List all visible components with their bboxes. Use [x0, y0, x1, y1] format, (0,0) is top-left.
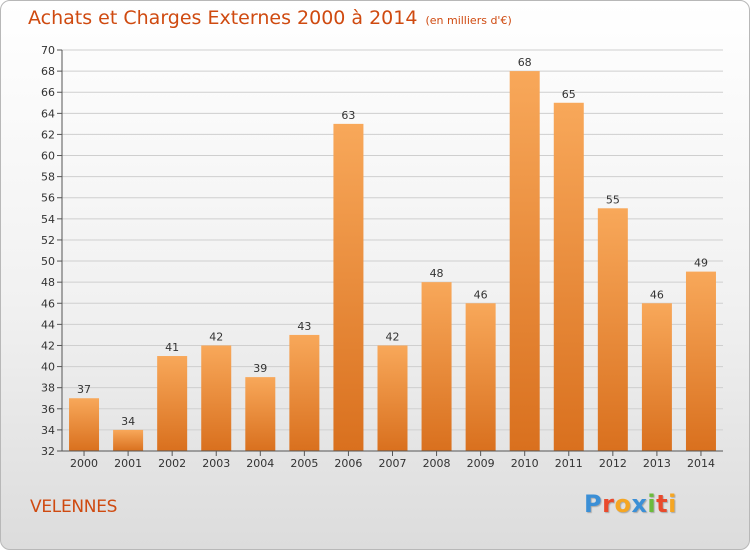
- logo-letter: o: [614, 490, 632, 518]
- x-tick-label: 2000: [70, 457, 98, 470]
- y-tick-label: 56: [41, 192, 55, 205]
- y-tick-label: 48: [41, 276, 55, 289]
- bar: [245, 377, 276, 451]
- y-axis: 32 34 36 38 40 42 44 46 48 50 52 54 56 58 60 62 64 66 68 70: [41, 44, 63, 458]
- y-tick-label: 58: [41, 171, 55, 184]
- x-tick-label: 2011: [555, 457, 583, 470]
- logo-letter: x: [631, 490, 648, 518]
- location-name: VELENNES: [30, 497, 118, 517]
- unit-note: (en milliers d'€): [425, 14, 512, 27]
- y-tick-label: 64: [41, 107, 55, 120]
- x-tick-label: 2010: [511, 457, 539, 470]
- y-tick-label: 66: [41, 86, 55, 99]
- x-tick-label: 2007: [379, 457, 407, 470]
- x-tick-label: 2003: [202, 457, 230, 470]
- data-label: 41: [165, 341, 179, 354]
- y-tick-label: 60: [41, 150, 55, 163]
- bar: [157, 356, 188, 451]
- x-tick-label: 2004: [246, 457, 274, 470]
- logo-letter: t: [656, 490, 669, 518]
- data-label: 46: [474, 288, 488, 301]
- chart-title: Achats et Charges Externes 2000 à 2014 (e…: [28, 7, 512, 29]
- data-label: 43: [297, 320, 311, 333]
- data-label: 46: [650, 288, 664, 301]
- data-label: 39: [253, 362, 267, 375]
- data-label: 49: [694, 257, 708, 270]
- bars: [69, 71, 716, 452]
- x-tick-label: 2008: [423, 457, 451, 470]
- y-tick-label: 50: [41, 255, 55, 268]
- data-label: 48: [430, 267, 444, 280]
- y-tick-label: 36: [41, 403, 55, 416]
- x-tick-label: 2012: [599, 457, 627, 470]
- x-tick-label: 2005: [290, 457, 318, 470]
- data-label: 65: [562, 88, 576, 101]
- data-label: 42: [386, 330, 400, 343]
- bar: [289, 334, 320, 451]
- y-tick-label: 70: [41, 44, 55, 57]
- bar: [465, 303, 496, 451]
- bar: [377, 345, 408, 451]
- bar: [553, 102, 584, 452]
- logo-letter: i: [668, 490, 677, 518]
- bar: [421, 282, 452, 451]
- logo-letter: r: [602, 490, 615, 518]
- data-label: 37: [77, 383, 91, 396]
- x-tick-label: 2001: [114, 457, 142, 470]
- y-tick-label: 62: [41, 128, 55, 141]
- bar: [685, 271, 716, 451]
- y-tick-label: 54: [41, 213, 55, 226]
- y-tick-label: 68: [41, 65, 55, 78]
- title-text: Achats et Charges Externes 2000 à 2014: [28, 7, 418, 29]
- data-label: 42: [209, 330, 223, 343]
- logo-letter: P: [584, 490, 603, 518]
- y-tick-label: 42: [41, 339, 55, 352]
- bar: [333, 123, 364, 452]
- y-tick-label: 46: [41, 297, 55, 310]
- data-labels: 37 34 41 42 39 43 63 42 48 46 68 65 55 46 49: [77, 56, 708, 428]
- data-label: 68: [518, 56, 532, 69]
- y-tick-label: 52: [41, 234, 55, 247]
- bar: [641, 303, 672, 451]
- data-label: 34: [121, 415, 135, 428]
- data-label: 55: [606, 193, 620, 206]
- x-tick-label: 2006: [334, 457, 362, 470]
- logo-letter: i: [647, 490, 657, 518]
- x-tick-label: 2014: [687, 457, 715, 470]
- y-tick-label: 32: [41, 445, 55, 458]
- y-tick-label: 38: [41, 382, 55, 395]
- bar: [113, 429, 144, 451]
- bar: [509, 71, 540, 452]
- y-tick-label: 34: [41, 424, 55, 437]
- data-label: 63: [341, 109, 355, 122]
- x-tick-label: 2009: [467, 457, 495, 470]
- y-tick-label: 40: [41, 361, 55, 374]
- proxiti-logo: Proxiti: [584, 490, 677, 518]
- bar: [597, 208, 628, 451]
- bar: [69, 398, 100, 451]
- x-axis: 2000 2001 2002 2003 2004 2005 2006 2007 2008 2009…: [62, 450, 723, 470]
- bar: [201, 345, 232, 451]
- x-tick-label: 2002: [158, 457, 186, 470]
- y-tick-label: 44: [41, 318, 55, 331]
- x-tick-label: 2013: [643, 457, 671, 470]
